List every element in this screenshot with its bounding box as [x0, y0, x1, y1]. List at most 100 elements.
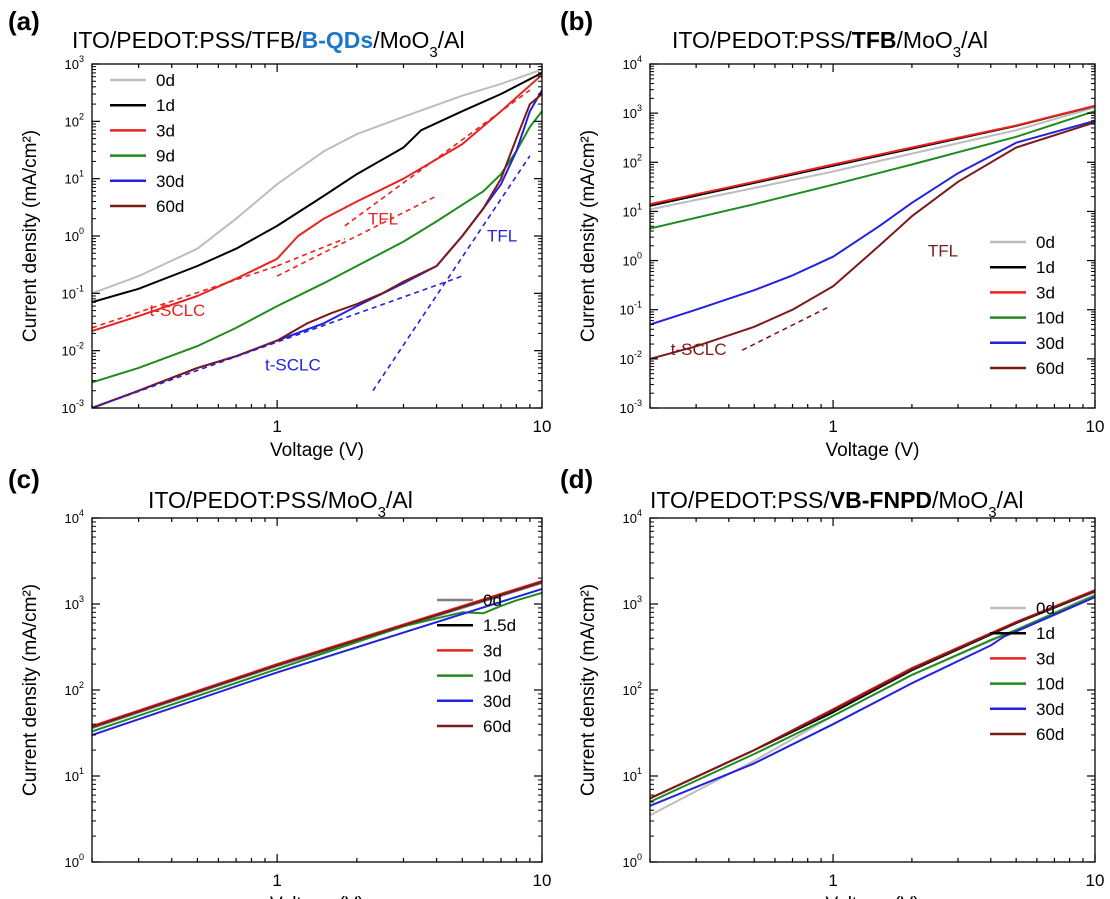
- legend-label: 3d: [1036, 283, 1055, 302]
- legend-d: 0d 1d 3d 10d 30d 60d: [990, 599, 1064, 744]
- title-part: VB-FNPD: [830, 487, 932, 513]
- panel-d: (d) ITO/PEDOT:PSS/VB-FNPD/MoO3/Al 1 10 100 10…: [560, 464, 1104, 899]
- legend-label: 60d: [1036, 725, 1064, 744]
- title-part: /Al: [386, 487, 413, 513]
- title-part: 3: [988, 504, 996, 521]
- annotation-label: TFL: [487, 227, 517, 246]
- series-line-60d: [92, 581, 542, 729]
- fit-line: [92, 265, 278, 329]
- series-line-10d: [650, 594, 1095, 803]
- title-part: ITO/PEDOT:PSS/: [650, 487, 830, 513]
- plot-area-a: [92, 68, 542, 408]
- y-tick-label: 101: [623, 766, 642, 784]
- legend-label: 0d: [483, 591, 502, 610]
- panel-c: (c) ITO/PEDOT:PSS/MoO3/Al 1 10 100 101 102 103 1…: [8, 464, 551, 899]
- axes-frame: [649, 63, 1096, 409]
- y-tick-label: 100: [65, 852, 84, 870]
- annotation-label: TFL: [368, 209, 398, 228]
- legend-label: 0d: [1036, 233, 1055, 252]
- panel-letter-d: (d): [560, 464, 593, 494]
- series-line-1d: [92, 72, 542, 304]
- plot-area-c: [92, 580, 542, 736]
- x-axis-label: Voltage (V): [270, 440, 364, 461]
- y-tick-label: 10-3: [62, 398, 84, 416]
- y-tick-label: 100: [623, 852, 642, 870]
- x-tick-label: 10: [533, 417, 552, 436]
- title-part: /MoO: [897, 27, 953, 53]
- y-tick-label: 103: [623, 103, 642, 121]
- y-tick-label: 100: [65, 226, 84, 244]
- panel-letter-b: (b): [560, 6, 593, 36]
- y-axis-label: Current density (mA/cm²): [578, 130, 599, 342]
- title-part: ITO/PEDOT:PSS/TFB/: [72, 27, 302, 53]
- panel-b: (b) ITO/PEDOT:PSS/TFB/MoO3/Al 1 10 10-3 10-2 1…: [560, 6, 1104, 461]
- y-tick-label: 104: [65, 508, 84, 526]
- y-tick-label: 10-2: [62, 341, 84, 359]
- series-line-0d: [650, 106, 1095, 211]
- title-part: /MoO: [932, 487, 988, 513]
- x-tick-label: 1: [272, 871, 281, 890]
- x-tick-label: 10: [1086, 417, 1105, 436]
- x-axis-label: Voltage (V): [826, 440, 920, 461]
- legend-label: 1d: [1036, 624, 1055, 643]
- x-tick-label: 10: [533, 871, 552, 890]
- panel-title-b: ITO/PEDOT:PSS/TFB/MoO3/Al: [672, 27, 988, 61]
- legend-label: 3d: [156, 121, 175, 140]
- plot-area-b: [650, 104, 1095, 360]
- series-line-3d: [92, 73, 542, 332]
- annotation-label: TFL: [928, 242, 958, 261]
- y-tick-label: 10-3: [620, 398, 642, 416]
- y-tick-label: 103: [65, 594, 84, 612]
- panel-a: (a) ITO/PEDOT:PSS/TFB/B-QDs/MoO3/Al 1 10 10-…: [8, 6, 551, 461]
- legend-label: 30d: [1036, 334, 1064, 353]
- fit-line: [344, 89, 531, 227]
- series-line-9d: [92, 110, 542, 384]
- fit-line: [372, 155, 531, 392]
- y-tick-label: 101: [65, 766, 84, 784]
- series-line-60d: [650, 121, 1095, 360]
- title-part: 3: [429, 44, 437, 61]
- y-axis-label: Current density (mA/cm²): [578, 584, 599, 796]
- series-line-3d: [650, 104, 1095, 206]
- legend-label: 10d: [483, 667, 511, 686]
- title-part: ITO/PEDOT:PSS/MoO: [148, 487, 378, 513]
- legend-label: 60d: [156, 197, 184, 216]
- legend-label: 30d: [156, 172, 184, 191]
- legend-label: 3d: [1036, 649, 1055, 668]
- y-tick-label: 10-2: [620, 349, 642, 367]
- legend-a: 0d 1d 3d 9d 30d 60d: [110, 71, 184, 216]
- title-part: TFB: [852, 27, 897, 53]
- legend-label: 10d: [1036, 309, 1064, 328]
- y-tick-label: 101: [65, 169, 84, 187]
- legend-label: 60d: [483, 717, 511, 736]
- y-tick-label: 102: [623, 680, 642, 698]
- panel-letter-a: (a): [8, 6, 40, 36]
- y-tick-label: 104: [623, 508, 642, 526]
- x-axis-label: Voltage (V): [270, 894, 364, 899]
- legend-label: 0d: [1036, 599, 1055, 618]
- y-tick-label: 100: [623, 251, 642, 269]
- title-part: /Al: [438, 27, 465, 53]
- annotation-label: t-SCLC: [265, 356, 321, 375]
- legend-c: 0d 1.5d 3d 10d 30d 60d: [437, 591, 516, 736]
- panel-title-c: ITO/PEDOT:PSS/MoO3/Al: [148, 487, 413, 521]
- fit-line: [92, 275, 463, 408]
- title-part: ITO/PEDOT:PSS/: [672, 27, 852, 53]
- y-tick-label: 10-1: [620, 300, 642, 318]
- title-part: /MoO: [373, 27, 429, 53]
- y-tick-label: 102: [623, 152, 642, 170]
- legend-label: 1.5d: [483, 616, 516, 635]
- fit-line: [276, 195, 437, 277]
- x-tick-label: 1: [828, 417, 837, 436]
- title-part: /Al: [961, 27, 988, 53]
- legend-label: 3d: [483, 641, 502, 660]
- x-axis-label: Voltage (V): [826, 894, 920, 899]
- panel-letter-c: (c): [8, 464, 40, 494]
- title-part: 3: [953, 44, 961, 61]
- y-tick-label: 104: [623, 54, 642, 72]
- fit-line: [741, 306, 828, 351]
- y-tick-label: 103: [623, 594, 642, 612]
- legend-b: 0d 1d 3d 10d 30d 60d: [990, 233, 1064, 378]
- series-line-60d: [92, 93, 542, 408]
- legend-label: 30d: [483, 692, 511, 711]
